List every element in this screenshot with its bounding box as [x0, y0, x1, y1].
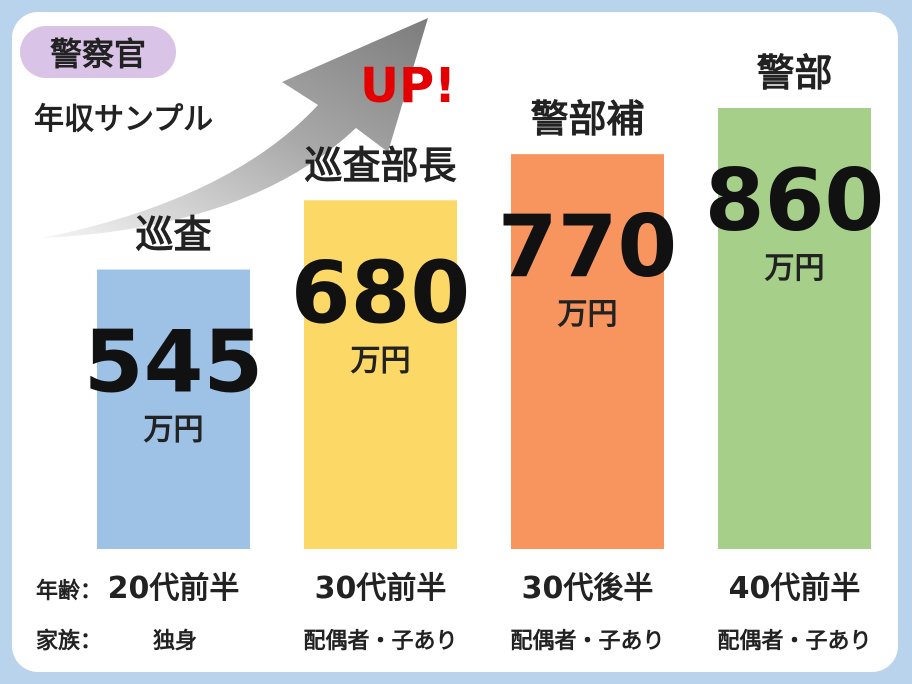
family-label: 独身 [153, 628, 197, 654]
bar-unit-label: 万円 [144, 413, 204, 448]
family-label: 配偶者・子あり [717, 629, 871, 654]
family-row-label: 家族： [36, 628, 102, 654]
up-label: UP! [360, 58, 457, 114]
bar-unit-label: 万円 [765, 251, 825, 286]
bar-value-label: 680 [291, 243, 471, 343]
bar-unit-label: 万円 [351, 343, 411, 378]
bar-category-label: 巡査部長 [304, 143, 457, 187]
bar-unit-label: 万円 [558, 297, 618, 332]
bar [718, 108, 871, 549]
up-arrow-icon [42, 18, 428, 238]
family-label: 配偶者・子あり [510, 629, 664, 654]
chart-subtitle: 年収サンプル [34, 102, 214, 137]
bar-category-label: 巡査 [135, 213, 211, 257]
occupation-badge: 警察官 [20, 26, 176, 78]
bar-value-label: 545 [84, 313, 264, 413]
age-label: 20代前半 [108, 571, 240, 606]
bar-value-label: 860 [705, 151, 885, 251]
bar [304, 200, 457, 550]
bar [97, 269, 250, 549]
bar [511, 154, 664, 549]
bar-category-label: 警部補 [530, 97, 644, 141]
family-label: 配偶者・子あり [303, 629, 457, 654]
bar-value-label: 770 [498, 197, 678, 297]
age-label: 40代前半 [729, 571, 861, 606]
age-label: 30代後半 [522, 571, 654, 606]
age-row-label: 年齢： [36, 578, 102, 604]
age-label: 30代前半 [315, 571, 447, 606]
bar-category-label: 警部 [756, 51, 832, 95]
